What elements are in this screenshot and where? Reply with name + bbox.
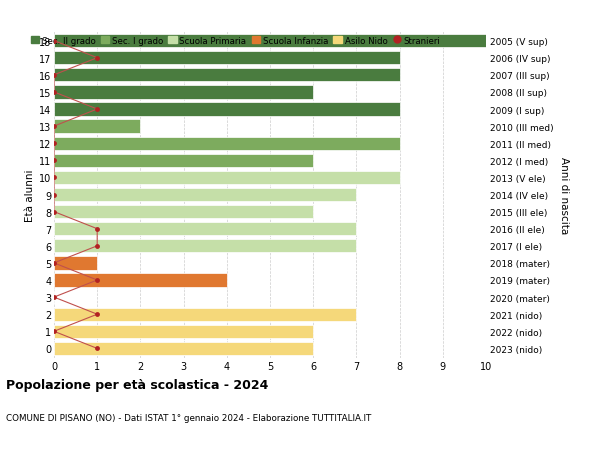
Legend: Sec. II grado, Sec. I grado, Scuola Primaria, Scuola Infanzia, Asilo Nido, Stran: Sec. II grado, Sec. I grado, Scuola Prim… [31, 36, 440, 45]
Bar [54, 240, 356, 253]
Bar [54, 171, 400, 185]
Bar [54, 189, 356, 202]
Y-axis label: Anni di nascita: Anni di nascita [559, 157, 569, 234]
Text: COMUNE DI PISANO (NO) - Dati ISTAT 1° gennaio 2024 - Elaborazione TUTTITALIA.IT: COMUNE DI PISANO (NO) - Dati ISTAT 1° ge… [6, 413, 371, 422]
Bar [54, 120, 140, 134]
Bar [54, 103, 400, 117]
Bar [54, 137, 400, 151]
Bar [54, 69, 400, 82]
Bar [54, 342, 313, 355]
Y-axis label: Età alunni: Età alunni [25, 169, 35, 221]
Bar [54, 52, 400, 65]
Bar [54, 257, 97, 270]
Bar [54, 223, 356, 236]
Bar [54, 325, 313, 338]
Bar [54, 206, 313, 219]
Bar [54, 35, 486, 48]
Bar [54, 86, 313, 99]
Bar [54, 274, 227, 287]
Bar [54, 308, 356, 321]
Text: Popolazione per età scolastica - 2024: Popolazione per età scolastica - 2024 [6, 379, 268, 392]
Bar [54, 154, 313, 168]
